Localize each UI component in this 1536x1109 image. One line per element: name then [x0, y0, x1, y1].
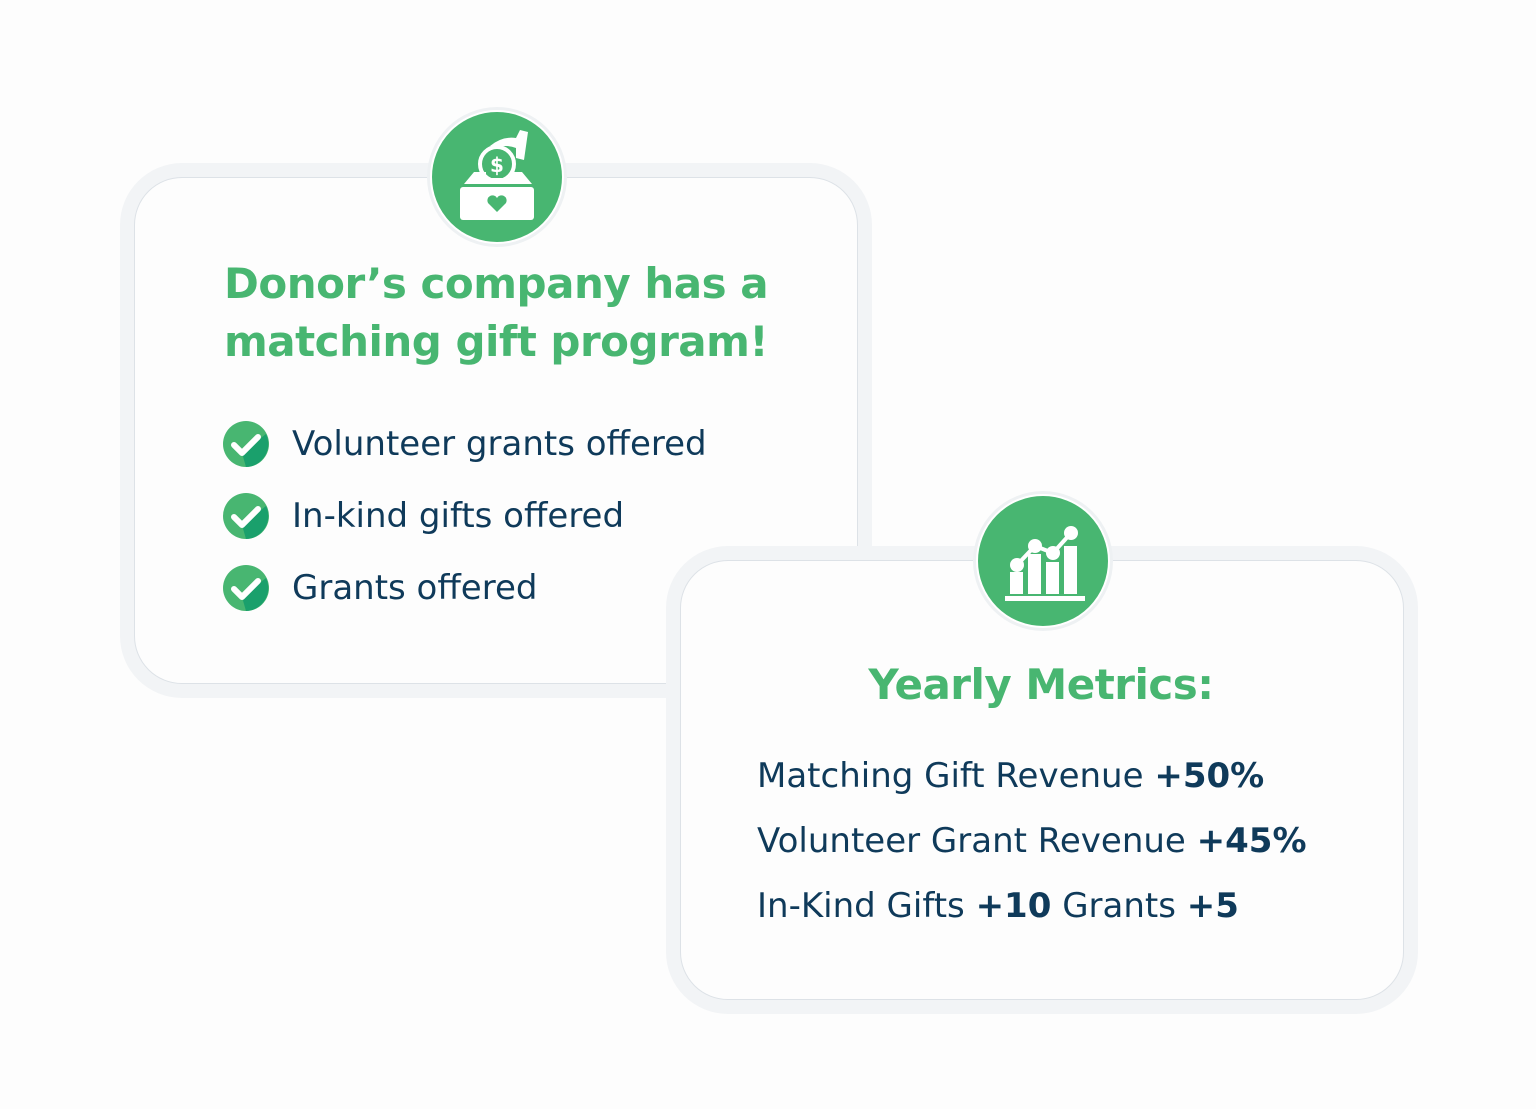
check-circle-icon — [223, 421, 269, 467]
item-label: In-kind gifts offered — [292, 496, 625, 536]
metric-row: Matching Gift Revenue +50% — [757, 756, 1264, 796]
metric-label: Grants — [1062, 886, 1176, 926]
metric-label: In-Kind Gifts — [757, 886, 965, 926]
metric-value: +5 — [1186, 886, 1239, 926]
metric-value: +10 — [975, 886, 1052, 926]
svg-text:$: $ — [490, 153, 504, 177]
list-item: Volunteer grants offered — [222, 420, 707, 468]
card-title: Donor’s company has a matching gift prog… — [224, 259, 769, 366]
metric-label: Volunteer Grant Revenue — [757, 821, 1186, 861]
donation-box-icon: $ — [430, 110, 564, 244]
check-circle-icon — [223, 493, 269, 539]
metric-value: +50% — [1154, 756, 1265, 796]
check-circle-icon — [223, 565, 269, 611]
metric-row: Volunteer Grant Revenue +45% — [757, 821, 1307, 861]
item-label: Grants offered — [292, 568, 538, 608]
bar-chart-growth-icon — [976, 494, 1110, 628]
list-item: In-kind gifts offered — [222, 492, 624, 540]
metric-row: In-Kind Gifts +10 Grants +5 — [757, 886, 1239, 926]
item-label: Volunteer grants offered — [292, 424, 707, 464]
yearly-metrics-card — [680, 560, 1404, 1000]
list-item: Grants offered — [222, 564, 537, 612]
metric-label: Matching Gift Revenue — [757, 756, 1144, 796]
card-title: Yearly Metrics: — [868, 660, 1214, 709]
metric-value: +45% — [1196, 821, 1307, 861]
